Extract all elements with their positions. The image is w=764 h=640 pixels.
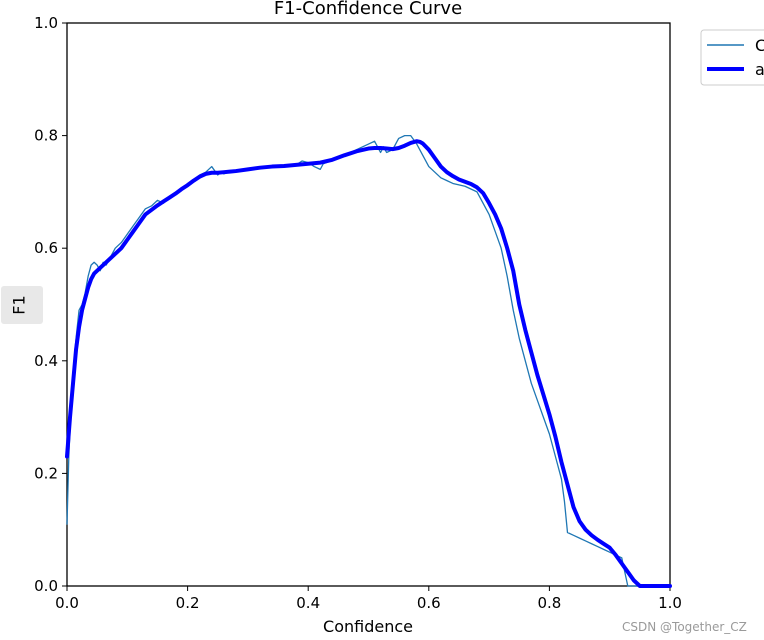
- y-tick-label: 1.0: [34, 14, 58, 32]
- chart-title: F1-Confidence Curve: [274, 0, 462, 19]
- y-tick-label: 0.2: [34, 464, 58, 482]
- y-tick-label: 0.6: [34, 239, 58, 257]
- x-axis-title: Confidence: [323, 617, 413, 636]
- series-layer: [65, 134, 672, 588]
- series-line-thick: [65, 139, 672, 588]
- x-tick-label: 0.2: [176, 594, 200, 612]
- y-tick-label: 0.4: [34, 352, 58, 370]
- y-tick-label: 0.8: [34, 127, 58, 145]
- y-tick-label: 0.0: [34, 577, 58, 595]
- legend: C a: [700, 29, 764, 86]
- plot-area: [66, 22, 671, 587]
- x-tick-label: 0.6: [417, 594, 441, 612]
- watermark: CSDN @Together_CZ: [622, 620, 747, 634]
- x-tick-label: 0.0: [55, 594, 79, 612]
- y-axis-ticks: 0.0 0.2 0.4 0.6 0.8 1.0: [34, 14, 67, 595]
- x-axis-ticks: 0.0 0.2 0.4 0.6 0.8 1.0: [55, 586, 682, 612]
- x-tick-label: 0.8: [537, 594, 561, 612]
- y-axis-title: F1: [10, 295, 29, 314]
- legend-label-thin: C: [755, 36, 764, 55]
- legend-box: [700, 29, 764, 86]
- x-tick-label: 1.0: [658, 594, 682, 612]
- y-axis-title-bg: [1, 286, 43, 324]
- legend-label-thick: a: [755, 60, 764, 79]
- x-tick-label: 0.4: [296, 594, 320, 612]
